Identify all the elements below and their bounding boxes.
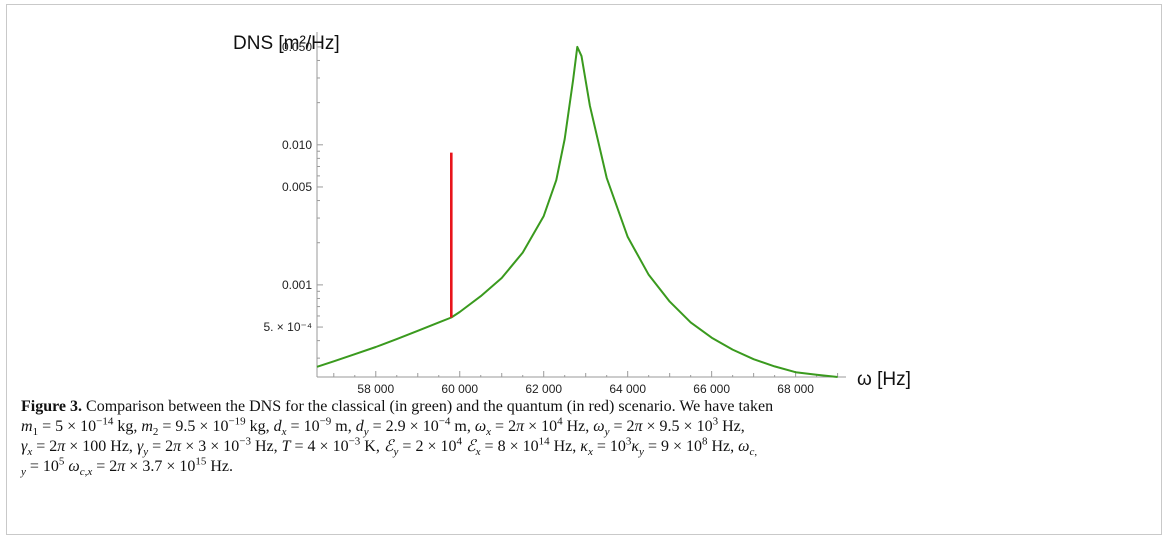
x-tick-label: 58 000 bbox=[357, 382, 394, 396]
caption-label: Figure 3. bbox=[21, 398, 83, 415]
x-tick-label: 60 000 bbox=[441, 382, 478, 396]
y-tick-label: 0.010 bbox=[282, 138, 312, 152]
caption-text: Comparison between the DNS for the class… bbox=[86, 398, 774, 415]
figure-frame bbox=[6, 4, 1162, 535]
classical-dns-curve bbox=[316, 45, 838, 378]
x-tick-label: 68 000 bbox=[777, 382, 814, 396]
y-tick-label: 0.050 bbox=[282, 40, 312, 54]
dns-chart: 5. × 10⁻⁴ 0.001 0.005 0.010 0.050 58 000 60 00… bbox=[233, 32, 911, 396]
x-tick-label: 62 000 bbox=[525, 382, 562, 396]
x-tick-label: 64 000 bbox=[609, 382, 646, 396]
axes bbox=[316, 32, 846, 378]
caption-parameters-line-1: m1 = 5 × 10−14 kg, m2 = 9.5 × 10−19 kg, … bbox=[21, 415, 745, 439]
caption-parameters-line-2: γx = 2π × 100 Hz, γy = 2π × 3 × 10−3 Hz,… bbox=[21, 435, 758, 459]
y-tick-label: 0.005 bbox=[282, 180, 312, 194]
x-axis-label: ω [Hz] bbox=[857, 369, 911, 390]
y-tick-label: 0.001 bbox=[282, 278, 312, 292]
ticks: 5. × 10⁻⁴ 0.001 0.005 0.010 0.050 58 000 60 00… bbox=[263, 40, 839, 396]
x-tick-label: 66 000 bbox=[693, 382, 730, 396]
series-layer bbox=[316, 45, 838, 378]
caption-parameters-line-3: y = 105 ωc,x = 2π × 3.7 × 1015 Hz. bbox=[21, 455, 233, 479]
figure-caption: Figure 3. Comparison between the DNS for… bbox=[21, 397, 1151, 479]
y-tick-label: 5. × 10⁻⁴ bbox=[263, 320, 312, 334]
y-axis-label: DNS [m²/Hz] bbox=[233, 33, 340, 54]
